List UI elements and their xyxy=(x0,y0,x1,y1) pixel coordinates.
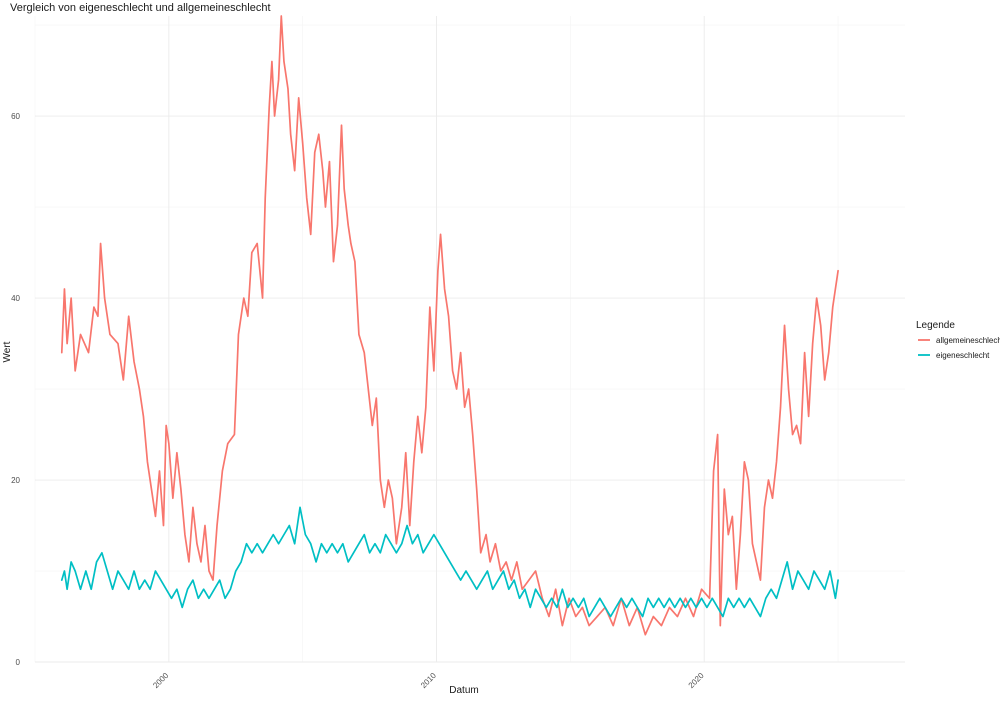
x-axis-ticks: 2000 2010 2020 xyxy=(151,671,706,690)
series-layer xyxy=(60,15,839,636)
x-tick-label: 2000 xyxy=(151,671,170,690)
y-axis-title: Wert xyxy=(2,341,13,362)
x-axis-title: Datum xyxy=(449,685,478,696)
legend-label-eigeneschlecht: eigeneschlecht xyxy=(936,351,990,360)
legend-label-allgemeineschlecht: allgemeineschlecht xyxy=(936,336,1000,345)
series-line-allgemeineschlecht xyxy=(60,15,839,636)
x-tick-label: 2010 xyxy=(419,671,438,690)
grid xyxy=(34,16,905,663)
y-tick-label: 20 xyxy=(11,476,20,485)
legend-title: Legende xyxy=(916,320,955,331)
legend: Legende allgemeineschlecht eigeneschlech… xyxy=(916,320,1000,360)
y-tick-label: 0 xyxy=(16,658,21,667)
chart-title: Vergleich von eigeneschlecht und allgeme… xyxy=(10,2,271,14)
y-axis-ticks: 0 20 40 60 xyxy=(11,112,20,667)
y-tick-label: 60 xyxy=(11,112,20,121)
x-tick-label: 2020 xyxy=(687,671,706,690)
series-line-eigeneschlecht xyxy=(60,506,839,618)
y-tick-label: 40 xyxy=(11,294,20,303)
